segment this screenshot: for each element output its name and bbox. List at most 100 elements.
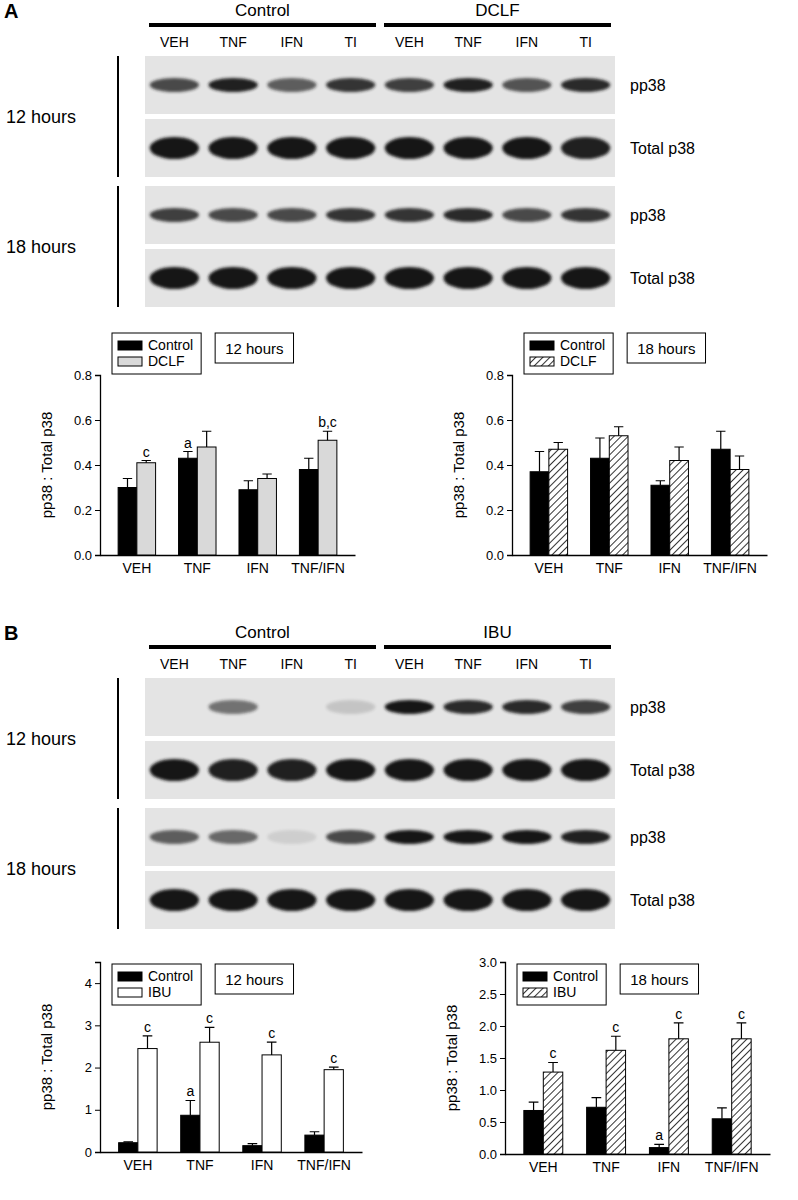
group-label: Control — [235, 623, 290, 642]
error-bar — [143, 1036, 153, 1049]
legend-label: Control — [148, 337, 193, 353]
blot-strip — [145, 249, 615, 307]
x-tick-label: TNF/IFN — [297, 1157, 351, 1173]
y-tick-label: 0.4 — [74, 458, 92, 473]
annotation-layer: acccc — [144, 1010, 337, 1099]
x-tick-label: TNF — [186, 1157, 213, 1173]
legend-swatch — [530, 341, 554, 350]
title-box: 12 hours — [215, 333, 293, 363]
x-tick-label: VEH — [123, 1157, 152, 1173]
blot-band — [267, 78, 316, 92]
error-bar — [654, 1144, 664, 1147]
bar — [651, 485, 670, 555]
lane-label: TNF — [220, 34, 247, 50]
blot-strip — [145, 871, 615, 929]
legend: ControlDCLF — [524, 333, 613, 374]
legend-items: ControlDCLF — [118, 337, 193, 369]
significance-label: c — [550, 1045, 557, 1061]
y-tick-mark — [95, 420, 100, 421]
bar — [200, 1042, 219, 1152]
group-line — [149, 23, 376, 27]
lane-label: VEH — [395, 34, 424, 50]
blot-band — [385, 208, 434, 222]
x-tick: TNF/IFN — [297, 1152, 351, 1173]
significance-label: c — [738, 1006, 745, 1022]
y-tick-label: 0.2 — [486, 503, 504, 518]
blot-band — [150, 759, 199, 781]
bar — [318, 440, 337, 555]
group-label: IBU — [483, 623, 511, 642]
y-tick-mark — [500, 1122, 505, 1123]
panel-label: A — [4, 0, 18, 22]
blot-band — [326, 267, 375, 289]
x-tick-label: TNF/IFN — [291, 560, 345, 576]
title-box: 18 hours — [620, 964, 698, 994]
legend-swatch — [118, 341, 142, 350]
significance-label: b,c — [318, 414, 337, 430]
legend-label: DCLF — [560, 353, 597, 369]
blot-strip — [145, 678, 615, 736]
blot-band — [561, 78, 610, 92]
x-tick-label: IFN — [246, 560, 269, 576]
legend-swatch — [118, 988, 142, 997]
error-bar — [310, 1132, 320, 1135]
error-bar — [535, 452, 544, 472]
lane-label: TI — [344, 34, 356, 50]
x-tick: VEH — [534, 555, 563, 576]
title-frame — [215, 964, 293, 994]
x-tick-label: VEH — [529, 1159, 558, 1175]
blot-band — [561, 759, 610, 781]
y-tick-mark — [500, 1090, 505, 1091]
error-bar — [183, 452, 192, 459]
group-label: DCLF — [475, 1, 519, 20]
x-tick: IFN — [658, 1154, 681, 1175]
legend-swatch — [118, 972, 142, 981]
significance-label: a — [655, 1127, 663, 1143]
y-tick-mark — [95, 510, 100, 511]
blot-band — [326, 830, 375, 844]
x-tick: TNF/IFN — [291, 555, 345, 576]
y-tick: 0.2 — [74, 503, 100, 518]
blot-band — [385, 889, 434, 911]
y-tick-label: 1.5 — [479, 1051, 497, 1066]
blot-band — [443, 78, 492, 92]
y-tick: 0.4 — [486, 458, 512, 473]
y-tick-label: 0.6 — [74, 413, 92, 428]
x-axis-line — [101, 1152, 363, 1153]
blot-band — [502, 208, 551, 222]
legend-label: IBU — [148, 984, 171, 1000]
y-tick: 1.5 — [479, 1051, 505, 1066]
blot-band — [502, 759, 551, 781]
y-tick-label: 1.0 — [479, 1083, 497, 1098]
title-frame — [620, 964, 698, 994]
y-tick-mark — [500, 994, 505, 995]
y-tick-mark — [500, 1058, 505, 1059]
y-tick-mark — [95, 983, 100, 984]
blot-panel: AControlDCLFVEHTNFIFNTIVEHTNFIFNTIpp38To… — [4, 0, 695, 307]
y-tick-mark — [507, 375, 512, 376]
lane-label: VEH — [395, 656, 424, 672]
error-bar — [329, 1067, 339, 1070]
legend-box — [112, 964, 201, 1005]
bar — [181, 1115, 200, 1152]
significance-label: a — [184, 435, 192, 451]
y-tick-label: 0.0 — [74, 548, 92, 563]
x-axis-line — [506, 1154, 771, 1155]
y-axis: 0.00.20.40.60.8 — [486, 368, 513, 563]
bar — [649, 1148, 668, 1154]
blot-band — [561, 137, 610, 159]
blot-band — [150, 78, 199, 92]
annotation-layer: acb,c — [143, 414, 337, 459]
y-axis-title: pp38 : Total p38 — [38, 412, 55, 518]
legend-items: ControlIBU — [523, 968, 598, 1000]
x-tick: VEH — [122, 555, 151, 576]
bar — [119, 1143, 138, 1152]
error-bar — [737, 1023, 747, 1039]
y-tick-label: 0.4 — [486, 458, 504, 473]
bar — [239, 490, 258, 555]
blot-band — [208, 78, 257, 92]
y-tick-mark — [95, 555, 100, 556]
y-tick-label: 3.0 — [479, 955, 497, 970]
y-tick-label: 0.6 — [486, 413, 504, 428]
row-label: Total p38 — [630, 270, 695, 287]
